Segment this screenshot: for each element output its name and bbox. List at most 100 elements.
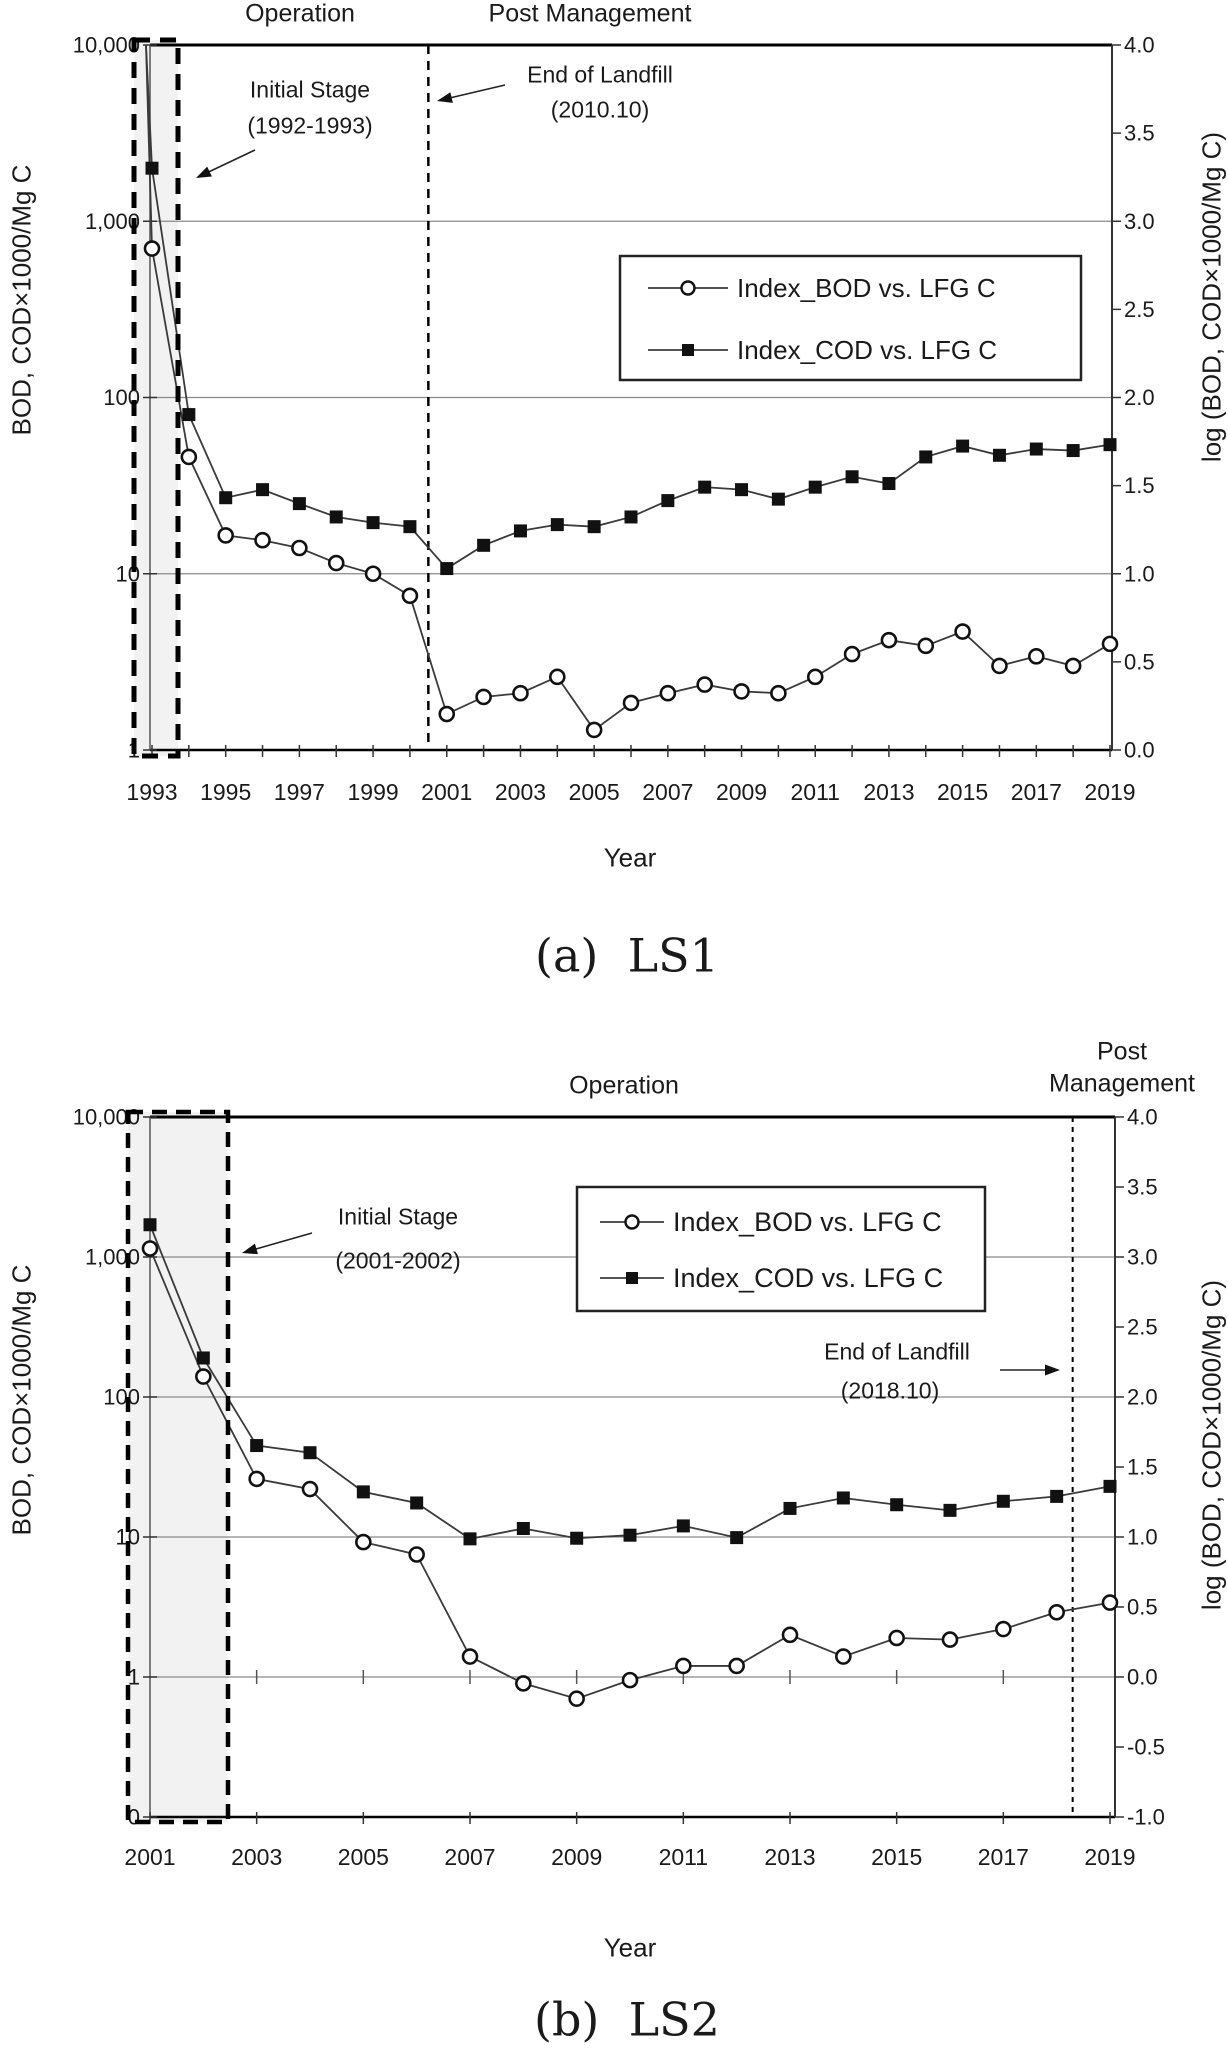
initial-stage-arrow-ls2-line xyxy=(248,1232,313,1252)
y-right-tick-label-ls1: 1.5 xyxy=(1124,473,1155,498)
initial-stage-arrow-ls1-line xyxy=(202,149,256,176)
bod-marker-ls1 xyxy=(733,683,750,700)
initial-stage-annotation-a-line1: Initial Stage xyxy=(249,76,371,103)
bod-marker-ls2 xyxy=(995,1620,1012,1638)
initial-stage-box-ls2 xyxy=(125,1109,231,1825)
cod-marker-ls2 xyxy=(1103,1479,1117,1493)
legend-cod-marker-ls2 xyxy=(626,1272,638,1284)
x-axis-title-a: Year xyxy=(603,842,657,873)
bod-marker-ls1 xyxy=(254,531,271,549)
legend-bod-marker-ls1 xyxy=(680,280,696,296)
cod-marker-ls2 xyxy=(623,1528,637,1542)
y-right-tick-label-ls2: 3.5 xyxy=(1127,1175,1158,1200)
y-right-tick-label-ls1: 2.0 xyxy=(1124,385,1155,410)
cod-marker-ls1 xyxy=(698,480,712,494)
cod-marker-ls1 xyxy=(477,538,491,552)
bod-marker-ls2 xyxy=(355,1533,372,1551)
cod-marker-ls1 xyxy=(550,518,564,532)
initial-stage-annotation-a-line2: (1992-1993) xyxy=(247,112,373,139)
end-of-landfill-annotation-b-line2: (2018.10) xyxy=(840,1377,940,1404)
legend-cod-marker-ls1 xyxy=(682,344,694,356)
bod-marker-ls2 xyxy=(835,1648,852,1665)
bod-marker-ls2 xyxy=(301,1480,319,1498)
bod-marker-ls1 xyxy=(217,527,234,544)
panel-caption-b: (b) LS2 xyxy=(534,1992,720,2047)
cod-marker-ls2 xyxy=(676,1519,690,1533)
bod-marker-ls2 xyxy=(621,1671,639,1689)
bod-marker-ls1 xyxy=(475,688,492,706)
cod-series-line-ls1 xyxy=(145,44,1111,570)
y-right-tick-label-ls1: 3.5 xyxy=(1124,121,1155,146)
bod-marker-ls1 xyxy=(327,554,345,572)
cod-marker-ls2 xyxy=(143,1218,157,1232)
phase-post-label-a: Post Management xyxy=(488,0,692,28)
y-left-tick-label-ls2: 100 xyxy=(103,1385,140,1410)
end-of-landfill-arrow-ls1-head xyxy=(437,92,453,103)
cod-marker-ls1 xyxy=(992,448,1006,462)
cod-marker-ls2 xyxy=(196,1351,210,1365)
bod-marker-ls1 xyxy=(622,694,640,712)
bod-series-line-ls2 xyxy=(149,1248,1111,1700)
initial-stage-box-ls1 xyxy=(131,37,181,759)
y-axis-left-title-a: BOD, COD×1000/Mg C xyxy=(6,164,37,436)
bod-marker-ls1 xyxy=(438,705,456,723)
y-axis-left-title-b: BOD, COD×1000/Mg C xyxy=(6,1264,37,1536)
cod-marker-ls2 xyxy=(943,1503,957,1517)
x-axis-title-b: Year xyxy=(603,1932,657,1963)
x-tick-label-ls2: 2001 xyxy=(124,1844,175,1870)
x-tick-label-ls1: 2011 xyxy=(790,779,839,805)
cod-marker-ls1 xyxy=(735,483,749,497)
cod-marker-ls2 xyxy=(250,1439,264,1453)
cod-marker-ls1 xyxy=(440,562,454,576)
bod-marker-ls1 xyxy=(991,657,1008,675)
y-left-tick-label-ls1: 10,000 xyxy=(73,33,140,58)
cod-marker-ls2 xyxy=(1050,1489,1064,1503)
cod-marker-ls1 xyxy=(919,450,933,464)
cod-marker-ls1 xyxy=(329,510,343,524)
x-tick-label-ls2: 2015 xyxy=(871,1844,922,1870)
x-tick-label-ls2: 2017 xyxy=(978,1844,1029,1870)
cod-marker-ls2 xyxy=(410,1496,424,1510)
cod-marker-ls1 xyxy=(292,497,306,511)
y-right-tick-label-ls1: 4.0 xyxy=(1124,33,1155,58)
x-tick-label-ls1: 2003 xyxy=(495,779,546,805)
bod-marker-ls2 xyxy=(248,1470,265,1488)
cod-marker-ls2 xyxy=(730,1531,744,1545)
bod-marker-ls1 xyxy=(843,645,861,663)
x-tick-label-ls2: 2009 xyxy=(551,1844,602,1870)
y-axis-right-title-b: log (BOD, COD×1000/Mg C) xyxy=(1196,1279,1227,1611)
bod-marker-ls2 xyxy=(568,1690,585,1707)
end-of-landfill-annotation-a-line1: End of Landfill xyxy=(527,61,673,88)
bod-series-line-ls1 xyxy=(145,44,1111,732)
cod-marker-ls2 xyxy=(356,1485,370,1499)
cod-marker-ls1 xyxy=(403,520,417,534)
cod-marker-ls1 xyxy=(882,477,896,491)
bod-marker-ls1 xyxy=(549,668,566,686)
cod-marker-ls2 xyxy=(836,1491,850,1505)
bod-marker-ls2 xyxy=(461,1648,479,1665)
cod-marker-ls1 xyxy=(956,439,970,453)
x-tick-label-ls2: 2013 xyxy=(764,1844,815,1870)
cod-marker-ls1 xyxy=(513,524,527,538)
bod-marker-ls2 xyxy=(941,1631,959,1648)
x-tick-label-ls1: 2007 xyxy=(642,779,693,805)
bod-marker-ls1 xyxy=(770,684,787,702)
x-tick-label-ls2: 2007 xyxy=(444,1844,495,1870)
bod-marker-ls1 xyxy=(401,587,419,605)
initial-stage-arrow-ls2-head xyxy=(242,1243,258,1255)
phase-post-label-b-line1: Post xyxy=(1096,1037,1148,1066)
cod-marker-ls1 xyxy=(661,494,675,508)
y-right-tick-label-ls2: 0.5 xyxy=(1127,1595,1158,1620)
bod-marker-ls1 xyxy=(143,240,161,257)
x-tick-label-ls1: 2001 xyxy=(421,779,472,805)
x-tick-label-ls1: 2017 xyxy=(1011,779,1062,805)
end-of-landfill-annotation-a-line2: (2010.10) xyxy=(550,96,650,123)
bod-marker-ls2 xyxy=(1101,1594,1119,1611)
phase-post-label-b-line2: Management xyxy=(1049,1069,1195,1098)
y-right-tick-label-ls1: 3.0 xyxy=(1124,209,1155,234)
end-of-landfill-arrow-ls2-head xyxy=(1045,1364,1060,1376)
y-right-tick-label-ls1: 1.0 xyxy=(1124,561,1155,586)
bod-marker-ls1 xyxy=(880,631,898,649)
bod-marker-ls1 xyxy=(1064,657,1082,675)
